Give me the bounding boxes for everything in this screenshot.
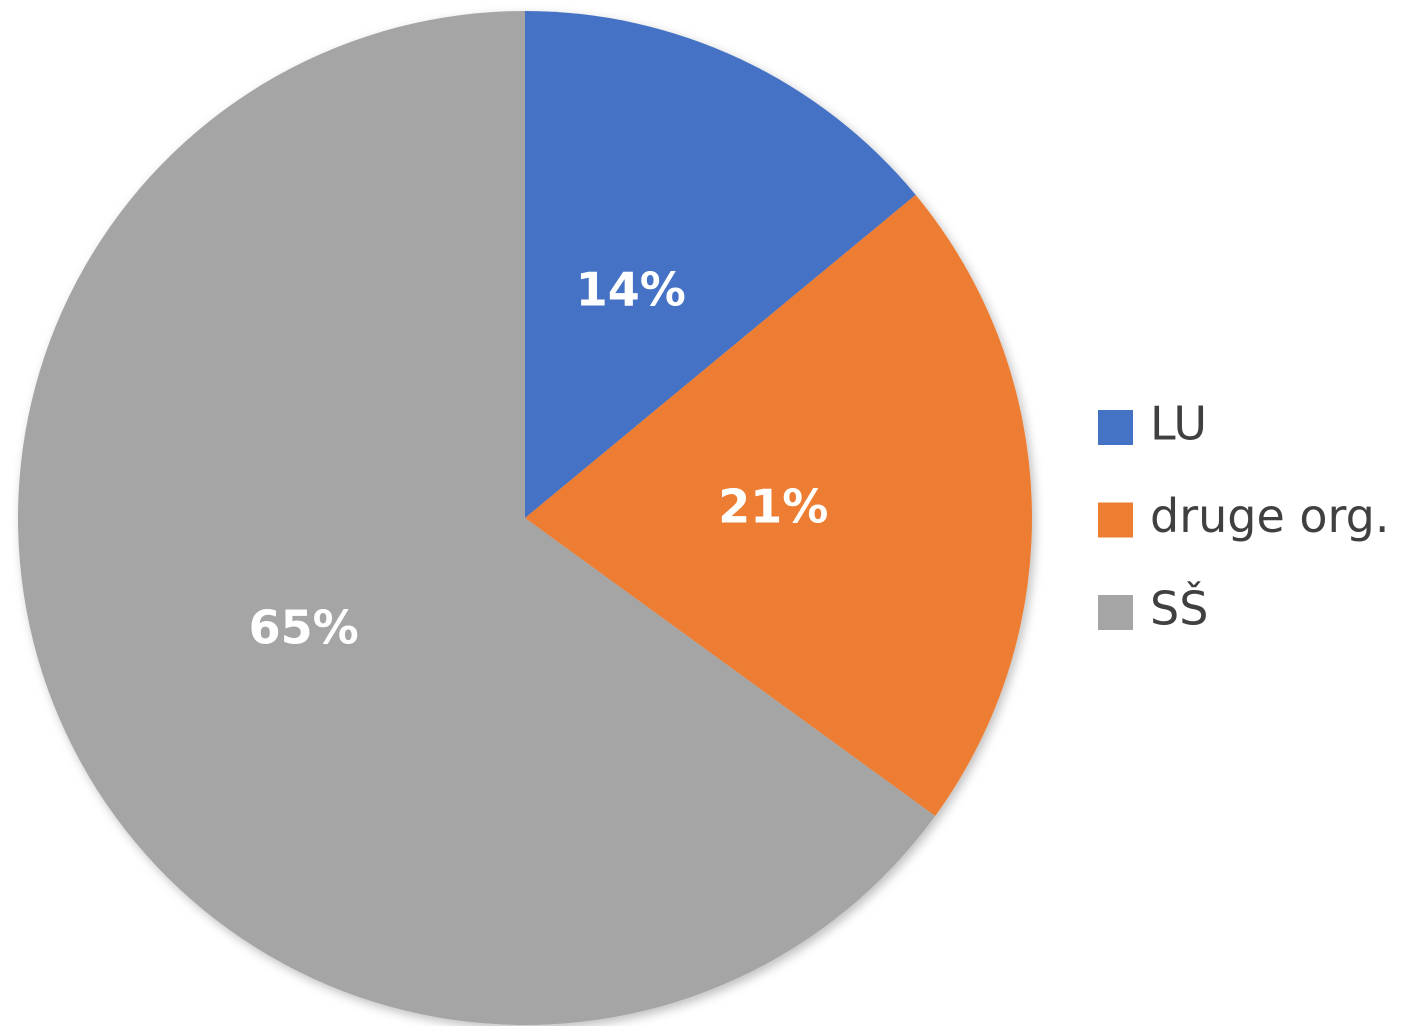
data-labels: 14% 21% 65%: [249, 263, 829, 655]
legend-label: druge org.: [1150, 489, 1389, 543]
legend-swatch: [1098, 502, 1133, 538]
data-label: 21%: [718, 480, 828, 534]
legend-swatch: [1098, 595, 1133, 630]
legend-label: SŠ: [1150, 581, 1208, 636]
pie-slice: [525, 11, 916, 518]
legend-label: LU: [1150, 397, 1207, 451]
pie-slice: [18, 11, 936, 1025]
legend-swatch: [1098, 410, 1133, 445]
data-label: 65%: [249, 600, 359, 654]
pie: [18, 11, 1032, 1025]
pie-slice: [525, 194, 1032, 817]
data-label: 14%: [576, 263, 686, 317]
legend: LU druge org. SŠ: [1098, 397, 1389, 636]
